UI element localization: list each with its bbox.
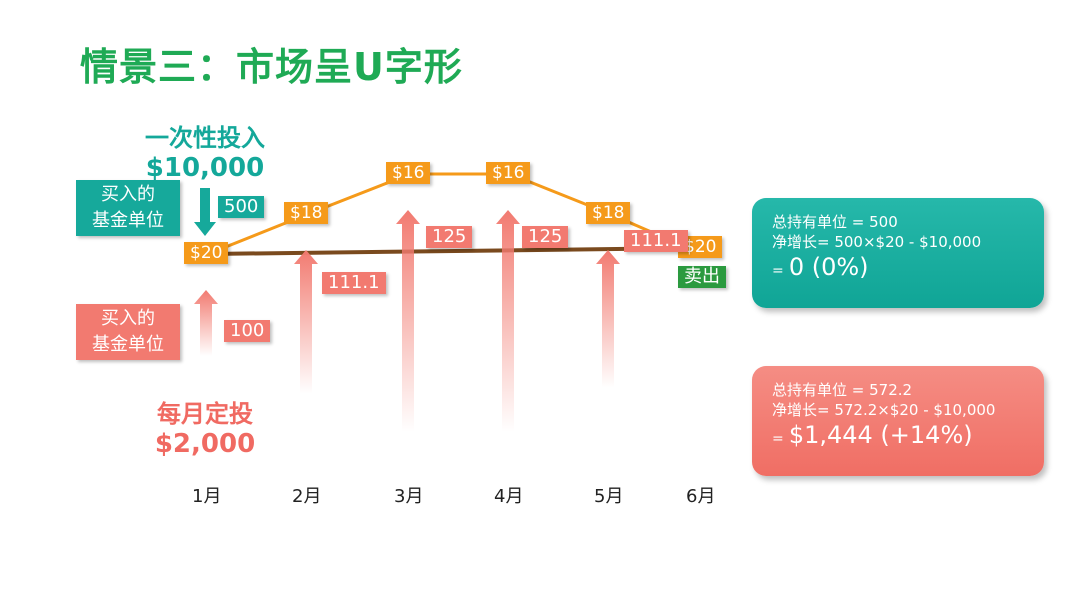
page-title: 情景三：市场呈U字形: [80, 45, 463, 89]
dca-buy-arrow: [396, 210, 420, 432]
lump-units-value: 500: [218, 196, 265, 218]
dca-units-value: 125: [426, 226, 473, 248]
lump-net-growth: 净增长= 500×$20 - $10,000: [772, 233, 982, 251]
lump-sum-result-panel: 总持有单位 = 500 净增长= 500×$20 - $10,000 = 0 (…: [752, 198, 1044, 308]
sell-tag: 卖出: [678, 266, 726, 288]
dca-units-value: 111.1: [322, 272, 386, 294]
dca-total-units: 总持有单位 = 572.2: [772, 381, 913, 399]
price-point-label: $20: [184, 242, 229, 264]
month-label: 5月: [594, 486, 624, 507]
lump-units-label: 买入的 基金单位: [76, 180, 180, 236]
lump-buy-arrow: [194, 188, 216, 236]
lump-result: = 0 (0%): [772, 252, 1024, 286]
dca-buy-arrow: [294, 250, 318, 394]
dca-units-value: 125: [522, 226, 569, 248]
month-label: 4月: [494, 486, 524, 507]
dca-result-panel: 总持有单位 = 572.2 净增长= 572.2×$20 - $10,000 =…: [752, 366, 1044, 476]
month-label: 2月: [292, 486, 322, 507]
dca-amount: $2,000: [154, 429, 256, 459]
dca-buy-arrow: [596, 250, 620, 388]
dca-units-value: 100: [224, 320, 271, 342]
lump-result-eq: =: [772, 263, 784, 279]
month-label: 1月: [192, 486, 222, 507]
price-point-label: $18: [284, 202, 329, 224]
month-label: 3月: [394, 486, 424, 507]
dca-heading: 每月定投 $2,000: [130, 394, 280, 459]
lump-sum-heading-text: 一次性投入: [145, 124, 265, 152]
dca-buy-arrow: [496, 210, 520, 432]
lump-sum-heading: 一次性投入 $10,000: [130, 118, 280, 183]
dca-units-value: 111.1: [624, 230, 688, 252]
price-point-label: $20: [678, 236, 723, 258]
dca-units-label-line2: 基金单位: [92, 334, 164, 355]
dca-units-label-line1: 买入的: [101, 308, 155, 329]
lump-units-label-line1: 买入的: [101, 184, 155, 205]
price-point-label: $16: [486, 162, 531, 184]
month-label: 6月: [686, 486, 716, 507]
dca-result-eq: =: [772, 431, 784, 447]
lump-units-label-line2: 基金单位: [92, 210, 164, 231]
dca-heading-text: 每月定投: [157, 400, 253, 428]
dca-buy-arrow: [194, 290, 218, 356]
price-point-label: $18: [586, 202, 631, 224]
dca-result: = $1,444 (+14%): [772, 420, 1024, 454]
lump-sum-amount: $10,000: [145, 153, 265, 183]
dca-units-label: 买入的 基金单位: [76, 304, 180, 360]
dca-net-growth: 净增长= 572.2×$20 - $10,000: [772, 401, 996, 419]
price-point-label: $16: [386, 162, 431, 184]
lump-result-value: 0 (0%): [788, 253, 869, 281]
lump-sum-line: [207, 246, 703, 256]
dca-result-value: $1,444 (+14%): [788, 421, 973, 449]
lump-total-units: 总持有单位 = 500: [772, 213, 898, 231]
